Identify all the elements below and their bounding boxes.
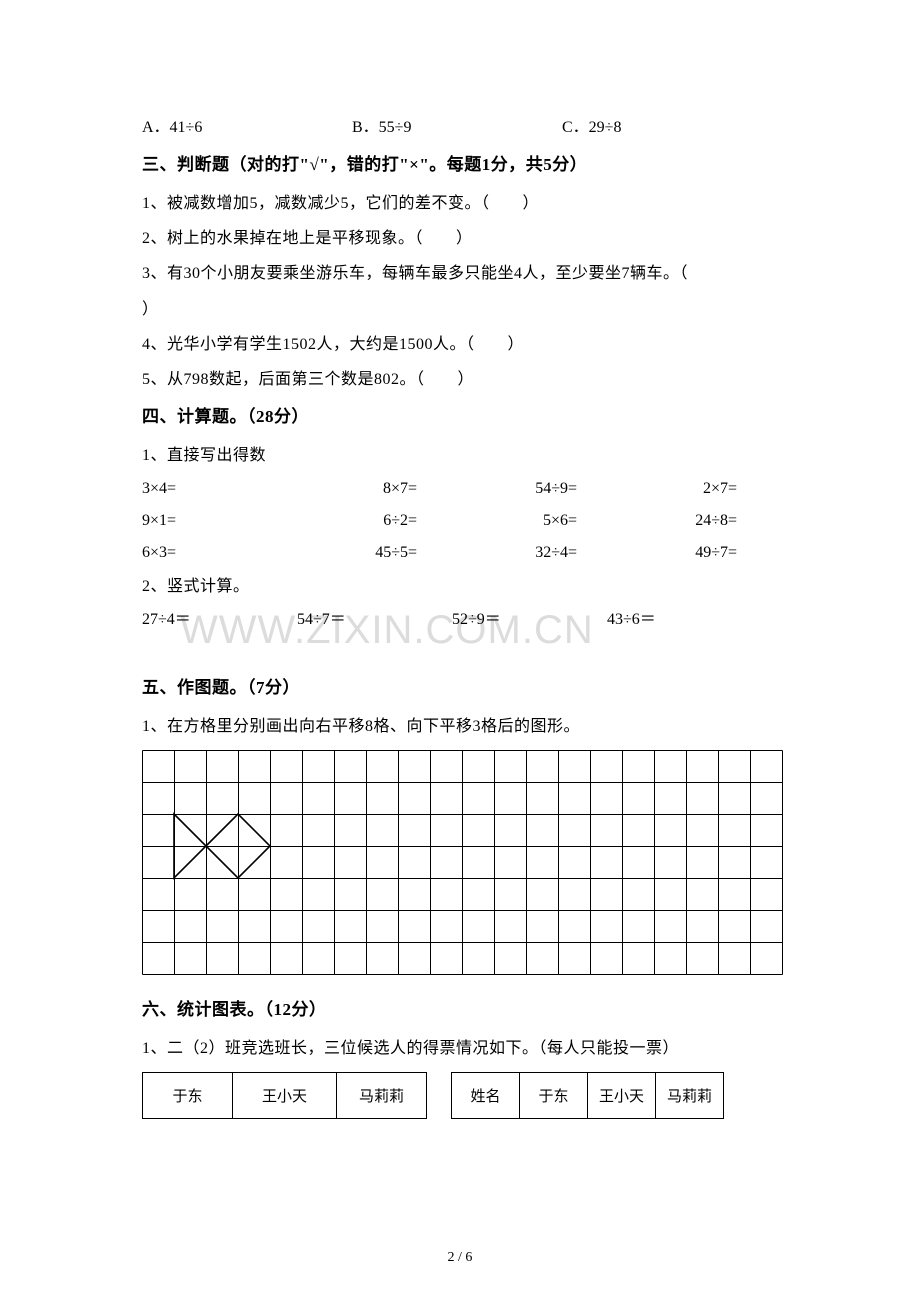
s4-p2-label: 2、竖式计算。 [142, 569, 778, 604]
t2-c1: 姓名 [452, 1073, 520, 1119]
calc-cell: 8×7= [302, 473, 462, 505]
calc-cell: 5×6= [462, 505, 622, 537]
calc-cell: 32÷4= [462, 537, 622, 569]
calc-cell: 45÷5= [302, 537, 462, 569]
table-candidates: 于东 王小天 马莉莉 [142, 1072, 427, 1119]
s4-p2-grid: 27÷4＝ 54÷7＝ 52÷9＝ 43÷6＝ [142, 604, 778, 636]
option-a: A．41÷6 [142, 110, 352, 145]
s4-p1-grid: 3×4= 8×7= 54÷9= 2×7= 9×1= 6÷2= 5×6= 24÷8… [142, 473, 778, 569]
s5-q1: 1、在方格里分别画出向右平移8格、向下平移3格后的图形。 [142, 709, 778, 744]
s3-q4: 4、光华小学有学生1502人，大约是1500人。（ ） [142, 327, 778, 362]
s3-q1: 1、被减数增加5，减数减少5，它们的差不变。（ ） [142, 186, 778, 221]
t1-c2: 王小天 [233, 1073, 337, 1119]
calc-cell: 54÷9= [462, 473, 622, 505]
tables-row: 于东 王小天 马莉莉 姓名 于东 王小天 马莉莉 [142, 1072, 778, 1119]
t2-c4: 马莉莉 [656, 1073, 724, 1119]
grid-figure [142, 750, 778, 980]
calc-cell: 6×3= [142, 537, 302, 569]
s3-q3-line1: 3、有30个小朋友要乘坐游乐车，每辆车最多只能坐4人，至少要坐7辆车。（ [142, 256, 778, 291]
s3-q3-line2: ） [142, 292, 778, 327]
option-c: C．29÷8 [562, 110, 778, 145]
t2-c3: 王小天 [588, 1073, 656, 1119]
s6-q1: 1、二（2）班竞选班长，三位候选人的得票情况如下。（每人只能投一票） [142, 1031, 778, 1066]
table-header: 姓名 于东 王小天 马莉莉 [451, 1072, 724, 1119]
option-b: B．55÷9 [352, 110, 562, 145]
section-5-heading: 五、作图题。（7分） [142, 668, 778, 709]
grid-svg [142, 750, 783, 975]
t2-c2: 于东 [520, 1073, 588, 1119]
calc-cell: 43÷6＝ [607, 604, 762, 636]
calc-cell: 3×4= [142, 473, 302, 505]
s4-p1-label: 1、直接写出得数 [142, 438, 778, 473]
section-3-heading: 三、判断题（对的打"√"，错的打"×"。每题1分，共5分） [142, 145, 778, 186]
s3-q5: 5、从798数起，后面第三个数是802。（ ） [142, 362, 778, 397]
calc-cell: 52÷9＝ [452, 604, 607, 636]
calc-cell: 27÷4＝ [142, 604, 297, 636]
page-footer: 2 / 6 [0, 1250, 920, 1266]
section-6-heading: 六、统计图表。（12分） [142, 990, 778, 1031]
t1-c3: 马莉莉 [337, 1073, 427, 1119]
calc-cell: 54÷7＝ [297, 604, 452, 636]
calc-cell: 49÷7= [622, 537, 782, 569]
calc-cell: 6÷2= [302, 505, 462, 537]
calc-cell: 24÷8= [622, 505, 782, 537]
mc-options-row: A．41÷6 B．55÷9 C．29÷8 [142, 110, 778, 145]
s3-q2: 2、树上的水果掉在地上是平移现象。（ ） [142, 221, 778, 256]
section-4-heading: 四、计算题。（28分） [142, 397, 778, 438]
t1-c1: 于东 [143, 1073, 233, 1119]
calc-cell: 2×7= [622, 473, 782, 505]
calc-cell: 9×1= [142, 505, 302, 537]
